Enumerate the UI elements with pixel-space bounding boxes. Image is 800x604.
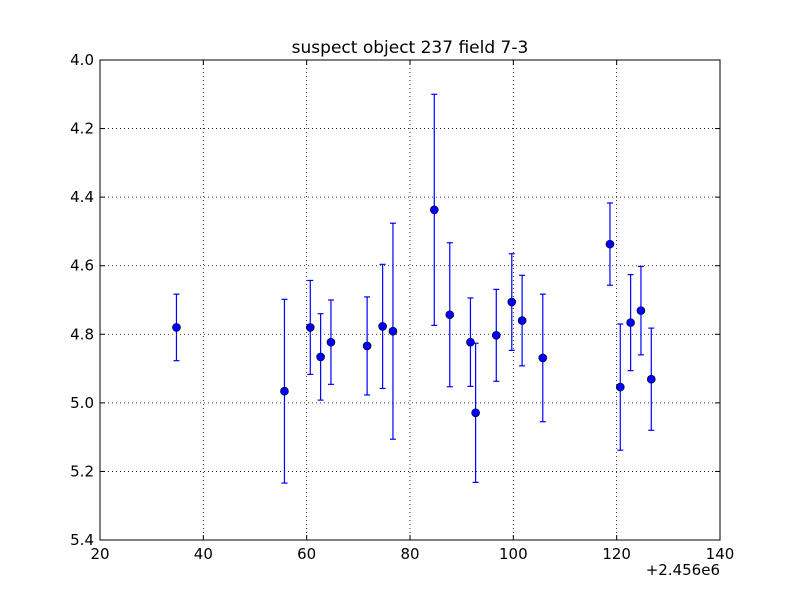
data-point — [615, 382, 625, 392]
grid — [100, 60, 720, 540]
y-tick-label: 4.4 — [70, 188, 94, 206]
x-tick-label: 120 — [602, 545, 631, 563]
data-point — [507, 297, 517, 307]
data-point — [378, 322, 387, 331]
data-point — [646, 374, 656, 384]
y-tick-label: 5.0 — [70, 394, 94, 412]
x-axis-offset-label: +2.456e6 — [646, 561, 720, 579]
data-point — [636, 306, 646, 315]
y-tick-label: 4.2 — [70, 120, 94, 138]
data-point — [626, 318, 635, 327]
data-point — [362, 341, 372, 351]
x-tick-label: 60 — [297, 545, 316, 563]
data-point — [445, 310, 455, 320]
data-point — [305, 323, 315, 332]
x-tick-label: 140 — [706, 545, 735, 563]
x-tick-label: 80 — [400, 545, 419, 563]
data-point — [538, 353, 548, 363]
axis-ticks — [99, 59, 721, 541]
y-tick-label: 4.8 — [70, 325, 94, 343]
data-markers — [172, 205, 656, 418]
chart-title: suspect object 237 field 7-3 — [292, 38, 529, 58]
data-point — [605, 239, 615, 249]
data-point — [517, 316, 527, 325]
y-tick-label: 4.0 — [70, 51, 94, 69]
data-point — [388, 326, 398, 336]
axis-tick-labels: 20 40 60 80 100 120 140 4.0 4.2 4.4 4.6 4.8 5.0 5.2 5.… — [70, 51, 734, 563]
y-tick-label: 5.2 — [70, 462, 94, 480]
data-point — [471, 408, 480, 418]
data-point — [172, 323, 181, 332]
data-point — [466, 337, 475, 347]
y-tick-label: 4.6 — [70, 257, 94, 275]
data-point — [280, 386, 289, 396]
x-tick-label: 20 — [90, 545, 109, 563]
y-tick-label: 5.4 — [70, 531, 94, 549]
x-tick-label: 100 — [499, 545, 528, 563]
data-point — [316, 352, 325, 362]
x-tick-label: 40 — [194, 545, 213, 563]
data-point — [491, 331, 501, 340]
data-point — [429, 205, 439, 215]
data-point — [326, 337, 336, 347]
